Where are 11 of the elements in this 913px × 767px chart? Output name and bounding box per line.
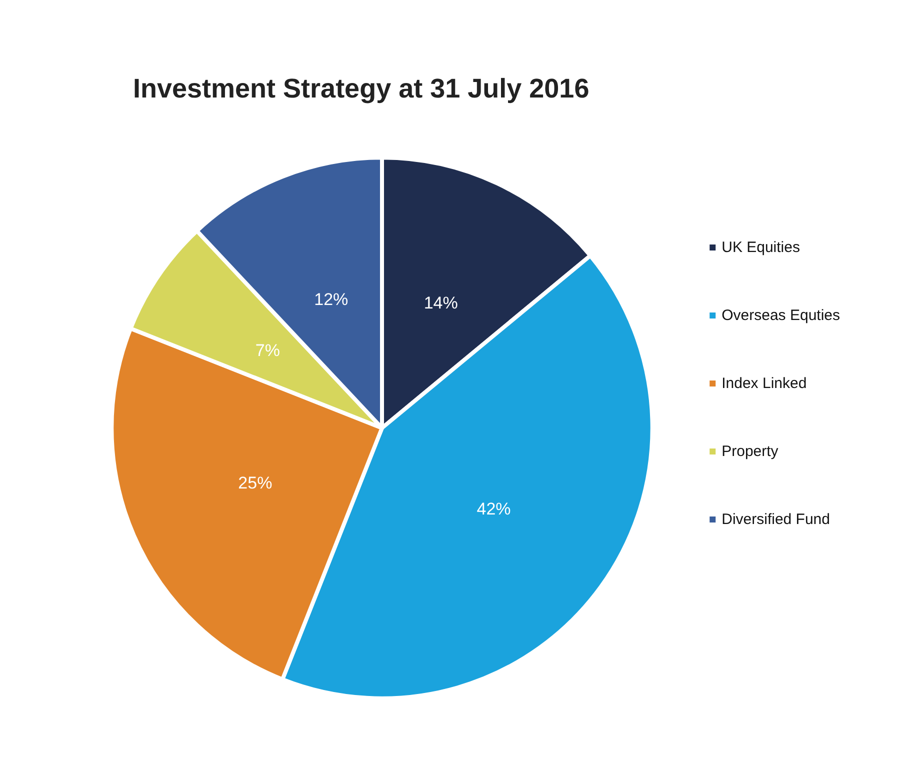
data-label: 42% [476,500,511,519]
data-label: 25% [238,473,272,492]
data-label: 7% [255,340,280,360]
legend-label: UK Equities [722,239,800,256]
chart-title: Investment Strategy at 31 July 2016 [133,74,590,104]
data-label: 12% [314,290,348,310]
legend-label: Property [722,443,779,460]
data-label: 14% [424,293,458,312]
legend-label: Overseas Equties [722,307,840,324]
legend-label: Index Linked [722,375,807,392]
legend-label: Diversified Fund [722,511,830,528]
